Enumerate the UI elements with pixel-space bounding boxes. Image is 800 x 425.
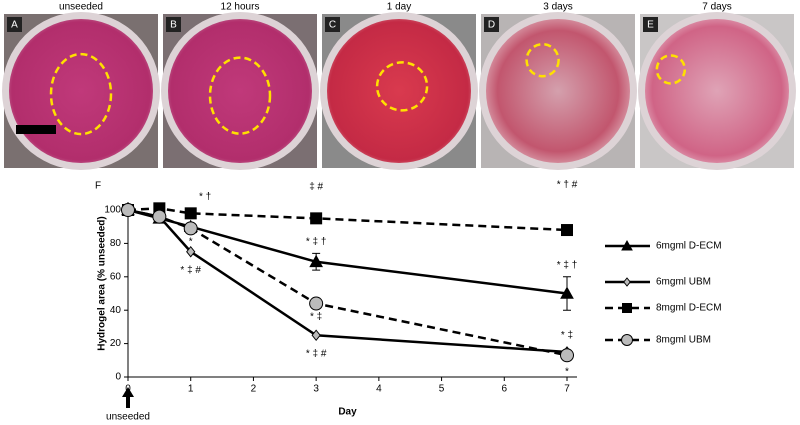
marker	[121, 203, 135, 217]
dish	[9, 19, 153, 163]
series-line	[127, 207, 568, 232]
x-tick-label: 1	[188, 384, 194, 395]
marker	[183, 221, 198, 236]
y-tick-label: 20	[110, 338, 122, 349]
gel-outline	[208, 56, 272, 135]
panel-caption: 3 days	[543, 2, 572, 13]
annotation: *	[189, 236, 193, 247]
marker	[309, 254, 323, 268]
panel-letter-box	[166, 17, 181, 32]
legend-label: 8mgml D-ECM	[656, 303, 722, 314]
annotation: * ‡ #	[180, 265, 201, 276]
panel-letter: B	[170, 20, 177, 31]
gel-outline	[655, 54, 687, 85]
x-tick-label: 6	[502, 384, 508, 395]
marker	[621, 239, 633, 251]
panel-letter: E	[647, 20, 654, 31]
gel-outline	[525, 42, 560, 78]
panel-letter-box	[643, 17, 658, 32]
marker	[311, 329, 321, 342]
panel-letter: D	[488, 20, 495, 31]
panel-caption: unseeded	[59, 2, 103, 13]
y-tick-label: 80	[110, 238, 122, 249]
annotation: * ‡	[310, 312, 322, 323]
x-tick-label: 7	[564, 384, 570, 395]
x-tick-label: 4	[376, 384, 382, 395]
panel-caption: 7 days	[702, 2, 731, 13]
panel-letter-box	[325, 17, 340, 32]
marker	[310, 212, 323, 225]
chart: F02040608010001234567DayHydrogel area (%…	[95, 180, 722, 423]
dish	[327, 19, 471, 163]
panel-letter-box	[484, 17, 499, 32]
marker	[184, 207, 197, 220]
x-tick-label: 2	[251, 384, 257, 395]
marker	[561, 224, 573, 237]
panel-caption: 1 day	[387, 2, 411, 13]
annotation: * †	[199, 191, 211, 202]
marker	[560, 286, 574, 299]
gel-outline	[49, 52, 113, 136]
annotation: ‡ #	[309, 181, 323, 192]
dish	[486, 19, 630, 163]
marker	[622, 303, 632, 313]
marker	[309, 296, 324, 311]
marker	[623, 277, 631, 287]
legend-label: 6mgml D-ECM	[656, 241, 722, 252]
y-tick-label: 40	[110, 305, 122, 316]
y-tick-label: 0	[115, 372, 121, 383]
marker	[560, 348, 574, 363]
panel-letter: F	[95, 181, 101, 192]
photo-row: unseeded A 12 hours B 1 day C 3 days D 7 days E	[2, 2, 796, 170]
marker	[152, 209, 167, 224]
y-tick-label: 60	[110, 271, 122, 282]
annotation: * ‡ †	[557, 260, 578, 271]
x-tick-label: 3	[313, 384, 319, 395]
legend-label: 6mgml UBM	[656, 277, 711, 288]
annotation: * ‡ #	[306, 348, 327, 359]
y-tick-label: 100	[104, 205, 121, 216]
start-arrow	[122, 387, 134, 408]
marker	[186, 245, 196, 258]
annotation: * ‡	[561, 330, 573, 341]
dish	[645, 19, 789, 163]
legend-label: 8mgml UBM	[656, 335, 711, 346]
annotation: * ‡ †	[306, 236, 327, 247]
x-axis-label: Day	[338, 407, 357, 418]
dish	[168, 19, 312, 163]
scale-bar	[16, 125, 56, 134]
gel-outline	[375, 61, 429, 112]
panel-letter: A	[11, 20, 18, 31]
x-tick-label: 5	[439, 384, 445, 395]
start-label: unseeded	[106, 412, 150, 423]
panel-letter-box	[7, 17, 22, 32]
y-axis-label: Hydrogel area (% unseeded)	[97, 216, 108, 350]
annotation: * † #	[557, 180, 578, 191]
panel-caption: 12 hours	[221, 2, 260, 13]
annotation: *	[565, 367, 569, 378]
marker	[621, 334, 633, 346]
panel-letter: C	[329, 20, 336, 31]
